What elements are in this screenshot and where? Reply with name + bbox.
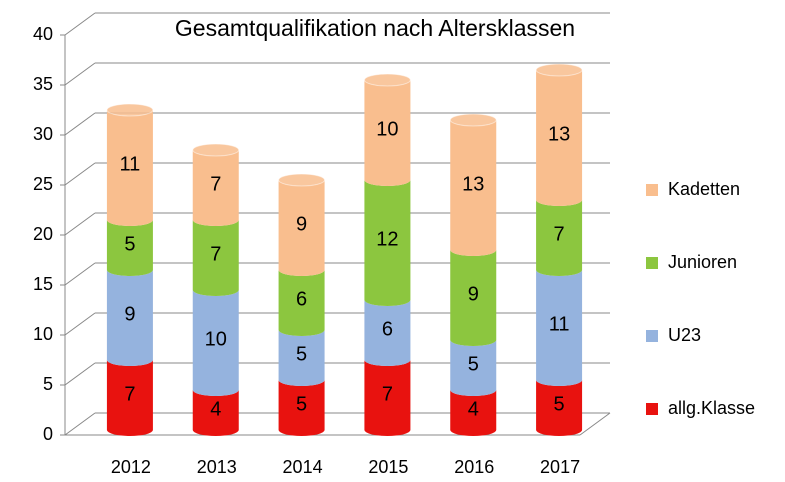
legend-label: U23: [668, 325, 701, 345]
data-label: 4: [468, 398, 479, 420]
bar-segment: [536, 200, 583, 276]
bar-segment: [450, 120, 497, 256]
bar-segment: [106, 360, 153, 436]
bar-segment: [106, 110, 153, 226]
legend-swatch: [646, 330, 658, 342]
data-label: 7: [554, 223, 565, 245]
data-label: 7: [210, 173, 221, 195]
cylinder-top: [192, 143, 240, 157]
x-tick-label: 2013: [197, 457, 237, 477]
data-label: 5: [468, 353, 479, 375]
x-tick-label: 2015: [368, 457, 408, 477]
bar-segment: [106, 220, 153, 276]
grid-line: [64, 212, 96, 236]
data-label: 9: [296, 213, 307, 235]
legend-label: Kadetten: [668, 179, 740, 199]
bar-segment: [450, 340, 497, 396]
y-tick-label: 30: [33, 124, 53, 144]
x-tick-label: 2017: [540, 457, 580, 477]
bar-segment: [278, 380, 325, 437]
data-label: 12: [376, 228, 398, 250]
cylinder-top: [106, 103, 154, 117]
grid-line: [64, 12, 96, 36]
bar-segment: [192, 390, 239, 437]
bar-segment: [278, 330, 325, 386]
bar-segment: [450, 250, 497, 346]
data-label: 5: [554, 393, 565, 415]
bar-segment: [536, 270, 583, 386]
bar-segment: [106, 270, 153, 366]
data-label: 9: [468, 283, 479, 305]
cylinder-top: [535, 63, 583, 77]
bar-segment: [192, 220, 239, 296]
y-tick-label: 40: [33, 24, 53, 44]
chart-title: Gesamtqualifikation nach Altersklassen: [175, 15, 575, 41]
bar-segment: [364, 80, 411, 186]
data-label: 6: [296, 288, 307, 310]
legend-swatch: [646, 257, 658, 269]
x-tick-label: 2014: [283, 457, 323, 477]
data-label: 11: [120, 153, 141, 175]
data-label: 5: [124, 233, 135, 255]
y-tick-label: 5: [43, 374, 53, 394]
data-label: 13: [548, 123, 570, 145]
data-label: 11: [549, 313, 570, 335]
grid-line: [64, 362, 96, 386]
grid-line: [64, 262, 96, 286]
grid-line: [64, 162, 96, 186]
bar-segment: [450, 390, 497, 437]
grid-line: [64, 62, 96, 86]
legend-swatch: [646, 403, 658, 415]
bar-segment: [536, 380, 583, 437]
bar-segment: [536, 70, 583, 207]
data-label: 7: [124, 383, 135, 405]
y-tick-label: 0: [43, 424, 53, 444]
y-tick-label: 10: [33, 324, 53, 344]
data-label: 4: [210, 398, 221, 420]
data-label: 6: [382, 318, 393, 340]
y-tick-label: 15: [33, 274, 53, 294]
data-label: 7: [210, 243, 221, 265]
legend-swatch: [646, 184, 658, 196]
y-tick-label: 25: [33, 174, 53, 194]
y-tick-label: 35: [33, 74, 53, 94]
y-tick-label: 20: [33, 224, 53, 244]
cylinder-top: [363, 73, 411, 87]
bar-segment: [364, 180, 411, 306]
x-axis-depth: [579, 412, 611, 436]
bar-segment: [192, 150, 239, 226]
data-label: 5: [296, 343, 307, 365]
data-label: 13: [462, 173, 484, 195]
grid-line: [64, 412, 96, 436]
bar-segment: [278, 270, 325, 336]
bar-segment: [192, 290, 239, 396]
data-label: 7: [382, 383, 393, 405]
legend-label: Junioren: [668, 252, 737, 272]
cylinder-top: [449, 113, 497, 127]
legend-label: allg.Klasse: [668, 398, 755, 418]
data-label: 9: [124, 303, 135, 325]
data-label: 10: [205, 328, 227, 350]
x-tick-label: 2012: [111, 457, 151, 477]
data-label: 5: [296, 393, 307, 415]
bar-segment: [364, 300, 411, 366]
bar-segment: [278, 180, 325, 276]
x-tick-label: 2016: [454, 457, 494, 477]
grid-line: [64, 312, 96, 336]
cylinder-top: [278, 173, 326, 187]
grid-line: [64, 112, 96, 136]
bar-segment: [364, 360, 411, 436]
data-label: 10: [376, 118, 398, 140]
